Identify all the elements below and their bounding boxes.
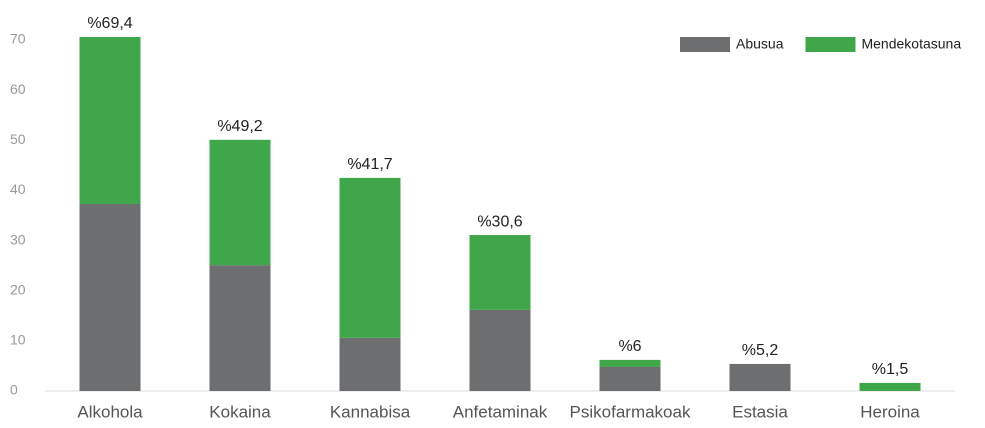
bar-segment [339,337,401,391]
x-tick-label: Kannabisa [330,402,411,421]
bar-segment [599,366,661,391]
bar-segment [469,309,531,391]
y-tick-label: 0 [10,382,18,398]
y-tick-label: 30 [10,231,26,247]
bar-total-label: %30,6 [477,213,522,230]
legend-swatch [805,37,856,52]
x-tick-label: Psikofarmakoak [570,402,691,421]
bar-total-label: %1,5 [872,361,909,378]
y-tick-label: 10 [10,332,26,348]
bar-total-label: %5,2 [742,342,779,359]
y-tick-label: 50 [10,131,26,147]
bar-segment [599,359,661,367]
legend-label: Abusua [736,36,784,52]
y-tick-label: 70 [10,31,26,47]
legend-label: Mendekotasuna [861,36,961,52]
bar-segment [729,363,791,391]
y-tick-label: 40 [10,181,26,197]
bar-segment [79,203,141,391]
bar-segment [339,177,401,338]
y-tick-label: 20 [10,281,26,297]
bar-segment [859,382,921,391]
bar-segment [469,235,531,310]
bar-segment [209,139,271,266]
x-tick-label: Anfetaminak [453,402,548,421]
x-tick-label: Kokaina [209,402,271,421]
y-tick-label: 60 [10,81,26,97]
bar-total-label: %49,2 [217,118,262,135]
x-tick-label: Alkohola [77,402,143,421]
legend-swatch [680,37,730,52]
x-tick-label: Estasia [732,402,788,421]
x-tick-label: Heroina [860,402,920,421]
bar-total-label: %69,4 [87,15,132,32]
bar-segment [209,265,271,391]
bar-segment [79,36,141,204]
bar-total-label: %6 [618,338,641,355]
bar-total-label: %41,7 [347,156,392,173]
